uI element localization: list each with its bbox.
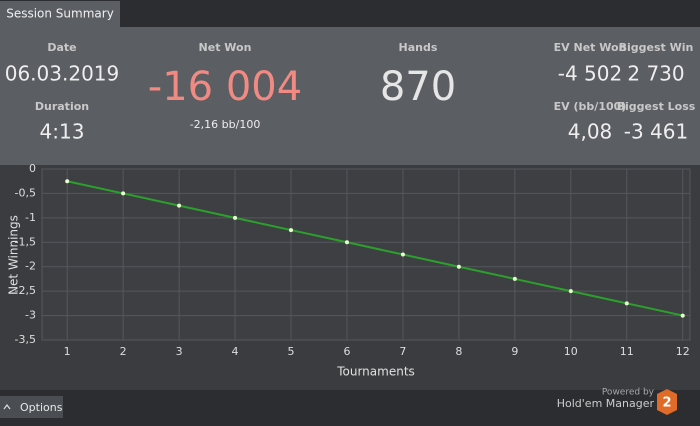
stat-label: Biggest Loss — [617, 100, 696, 113]
data-point — [400, 252, 405, 257]
data-point — [65, 179, 70, 184]
y-tick-label: -3 — [25, 309, 36, 322]
data-line — [66, 180, 683, 317]
caret-icon[interactable] — [3, 404, 11, 410]
data-point — [121, 191, 126, 196]
y-tick-label: -1,5 — [15, 235, 36, 248]
chart: 0-0,5-1-1,5-2-2,5-3-3,51 2 3 4 5 6 7 8 9 10 11 12 — [15, 162, 690, 358]
stats-panel — [0, 27, 700, 165]
stat-label: EV Net Won — [554, 41, 627, 54]
stat-value: 870 — [380, 64, 456, 110]
data-point — [177, 203, 182, 208]
x-tick-label: 8 — [455, 345, 462, 358]
y-tick-label: -0,5 — [15, 186, 36, 199]
stat-label: Biggest Win — [619, 41, 694, 54]
options-button[interactable] — [0, 396, 63, 418]
stat-value: 2 730 — [627, 62, 684, 86]
y-axis-label: Net Winnings — [7, 215, 21, 295]
stat-label: Net Won — [199, 41, 252, 54]
x-tick-label: 3 — [176, 345, 183, 358]
data-point — [624, 301, 629, 306]
data-point — [568, 289, 573, 294]
y-tick-label: -2,5 — [15, 284, 36, 297]
x-tick-label: 11 — [620, 345, 634, 358]
options-label[interactable]: Options — [20, 401, 63, 414]
stat-label: EV (bb/100) — [554, 100, 627, 113]
x-tick-label: 9 — [511, 345, 518, 358]
x-tick-label: 6 — [343, 345, 350, 358]
x-tick-label: 1 — [64, 345, 71, 358]
stat-value: 06.03.2019 — [5, 62, 120, 86]
stat-value: -3 461 — [624, 120, 688, 144]
data-point — [233, 215, 238, 220]
stat-sub: -2,16 bb/100 — [190, 118, 261, 131]
y-tick-label: -2 — [25, 260, 36, 273]
data-point — [680, 313, 685, 318]
x-tick-label: 2 — [120, 345, 127, 358]
logo-text: 2 — [662, 396, 671, 411]
stat-label: Duration — [35, 100, 89, 113]
product-name: Hold'em Manager — [557, 397, 655, 410]
x-tick-label: 5 — [288, 345, 295, 358]
x-tick-label: 10 — [564, 345, 578, 358]
y-tick-label: -1 — [25, 211, 36, 224]
data-point — [289, 228, 294, 233]
data-point — [344, 240, 349, 245]
stat-label: Date — [47, 41, 76, 54]
y-tick-label: -3,5 — [15, 333, 36, 346]
tab[interactable] — [0, 1, 120, 28]
x-axis-label: Tournaments — [336, 365, 415, 379]
x-tick-label: 12 — [676, 345, 690, 358]
stat-value: -4 502 — [558, 62, 622, 86]
x-tick-label: 7 — [399, 345, 406, 358]
powered-by: Powered by — [602, 388, 655, 398]
stat-value: 4,08 — [568, 120, 613, 144]
data-point — [512, 276, 517, 281]
y-tick-label: 0 — [29, 162, 36, 175]
plot-area — [41, 168, 691, 341]
data-point — [456, 264, 461, 269]
stat-label: Hands — [399, 41, 438, 54]
x-tick-label: 4 — [232, 345, 239, 358]
stat-value: 4:13 — [40, 120, 85, 144]
tab-title[interactable]: Session Summary — [6, 7, 114, 21]
logo — [657, 389, 677, 415]
stat-value: -16 004 — [148, 64, 302, 110]
